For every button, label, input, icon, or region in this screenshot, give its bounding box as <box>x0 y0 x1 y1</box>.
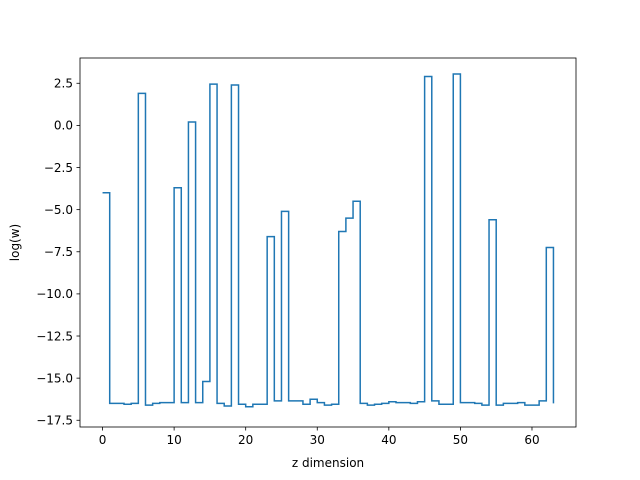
y-tick-label: 2.5 <box>54 77 73 91</box>
y-tick-label: −2.5 <box>44 161 73 175</box>
x-tick-label: 50 <box>453 433 468 447</box>
x-tick-label: 30 <box>310 433 325 447</box>
y-axis-ticks: −17.5 −15.0 −12.5 −10.0 −7.5 −5.0 −2.5 0.0 2.5 <box>36 77 80 428</box>
y-axis-label: log(w) <box>8 224 22 261</box>
x-axis-ticks: 0 10 20 30 40 50 60 <box>99 427 540 447</box>
x-tick-label: 10 <box>166 433 181 447</box>
series-line <box>102 73 555 408</box>
x-tick-label: 60 <box>524 433 539 447</box>
x-tick-label: 40 <box>381 433 396 447</box>
plot-frame <box>79 57 577 428</box>
y-tick-label: −12.5 <box>36 329 73 343</box>
x-tick-label: 20 <box>238 433 253 447</box>
y-tick-label: −7.5 <box>44 245 73 259</box>
y-tick-label: −10.0 <box>36 287 73 301</box>
y-tick-label: 0.0 <box>54 119 73 133</box>
y-tick-label: −15.0 <box>36 371 73 385</box>
x-tick-label: 0 <box>99 433 107 447</box>
x-axis-label: z dimension <box>292 456 364 470</box>
y-tick-label: −17.5 <box>36 414 73 428</box>
y-tick-label: −5.0 <box>44 203 73 217</box>
